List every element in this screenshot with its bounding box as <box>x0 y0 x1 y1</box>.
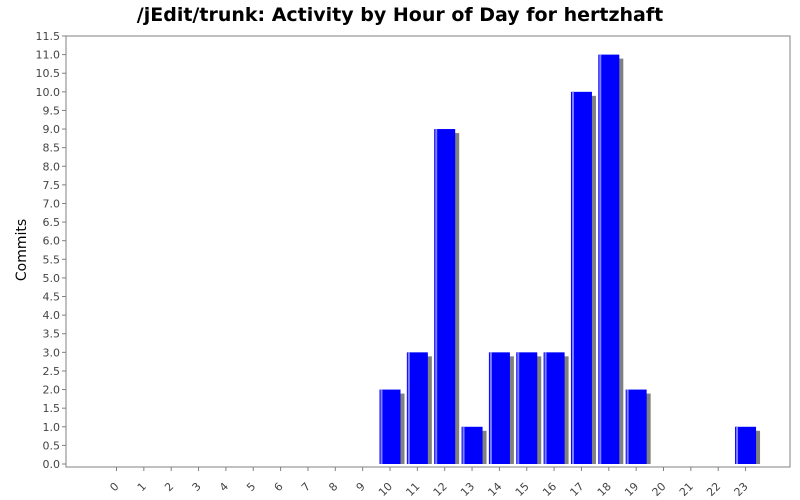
y-tick-label: 9.5 <box>43 104 61 117</box>
y-tick-label: 3.5 <box>43 328 61 341</box>
x-tick-label: 12 <box>431 480 450 499</box>
x-tick-label: 20 <box>650 480 669 499</box>
x-tick-label: 4 <box>217 480 231 494</box>
x-tick-label: 11 <box>403 480 422 499</box>
bar-series <box>379 54 761 465</box>
x-tick-label: 18 <box>595 480 614 499</box>
y-tick-label: 10.0 <box>36 86 61 99</box>
bar-highlight <box>489 352 492 464</box>
bar-highlight <box>380 389 383 464</box>
y-tick-label: 4.0 <box>43 309 61 322</box>
x-tick-label: 0 <box>107 480 121 494</box>
x-tick-label: 15 <box>513 480 532 499</box>
y-tick-label: 5.0 <box>43 272 61 285</box>
y-axis-label: Commits <box>14 219 30 281</box>
chart-title: /jEdit/trunk: Activity by Hour of Day fo… <box>136 4 664 26</box>
x-tick-label: 6 <box>272 480 286 494</box>
bar-hour-16 <box>543 352 565 464</box>
bar-highlight <box>462 426 465 464</box>
bar-highlight <box>736 426 739 464</box>
bar-hour-18 <box>598 54 620 464</box>
x-tick-label: 7 <box>299 480 313 494</box>
x-tick-label: 23 <box>732 480 751 499</box>
x-tick-label: 17 <box>567 480 586 499</box>
x-tick-label: 14 <box>485 480 504 499</box>
bar-highlight <box>571 91 574 465</box>
y-tick-label: 11.5 <box>36 30 61 43</box>
bar-highlight <box>407 352 410 464</box>
y-axis: 0.0 0.5 1.0 1.5 2.0 2.5 3.0 3.5 4.0 4.5 5.0 5.5 6.0 6… <box>36 30 66 471</box>
bar-highlight <box>599 54 602 464</box>
bar-hour-14 <box>488 352 510 464</box>
x-tick-label: 21 <box>677 480 696 499</box>
y-tick-label: 8.0 <box>43 160 61 173</box>
y-tick-label: 0.5 <box>43 439 61 452</box>
y-tick-label: 3.0 <box>43 346 61 359</box>
y-tick-label: 7.0 <box>43 197 61 210</box>
y-tick-label: 0.0 <box>43 458 61 471</box>
bar-hour-15 <box>516 352 538 464</box>
x-axis: 0 1 2 3 4 5 6 7 8 9 10 11 12 13 14 15 16 17 18 19 20 21 22 23 <box>107 467 751 499</box>
y-tick-label: 8.5 <box>43 142 61 155</box>
x-tick-label: 1 <box>135 480 149 494</box>
x-tick-label: 2 <box>162 480 176 494</box>
y-tick-label: 1.5 <box>43 402 61 415</box>
y-tick-label: 6.0 <box>43 235 61 248</box>
y-tick-label: 6.5 <box>43 216 61 229</box>
y-tick-label: 2.0 <box>43 384 61 397</box>
bar-hour-17 <box>570 91 592 465</box>
y-tick-label: 7.5 <box>43 179 61 192</box>
x-tick-label: 3 <box>190 480 204 494</box>
bar-highlight <box>544 352 547 464</box>
x-tick-label: 5 <box>244 480 258 494</box>
y-tick-label: 11.0 <box>36 49 61 62</box>
bar-highlight <box>435 129 438 465</box>
x-tick-label: 16 <box>540 480 559 499</box>
y-tick-label: 2.5 <box>43 365 61 378</box>
y-tick-label: 1.0 <box>43 421 61 434</box>
bar-hour-11 <box>406 352 428 464</box>
x-tick-label: 19 <box>622 480 641 499</box>
y-tick-label: 10.5 <box>36 67 61 80</box>
x-tick-label: 8 <box>326 480 340 494</box>
x-tick-label: 10 <box>376 480 395 499</box>
bar-hour-12 <box>434 129 456 465</box>
y-tick-label: 9.0 <box>43 123 61 136</box>
bar-hour-19 <box>625 389 647 464</box>
bar-hour-13 <box>461 426 483 464</box>
bar-hour-10 <box>379 389 401 464</box>
bar-highlight <box>626 389 629 464</box>
y-tick-label: 4.5 <box>43 291 61 304</box>
bar-hour-23 <box>735 426 757 464</box>
bar-highlight <box>517 352 520 464</box>
x-tick-label: 13 <box>458 480 477 499</box>
y-tick-label: 5.5 <box>43 253 61 266</box>
x-tick-label: 9 <box>354 480 368 494</box>
x-tick-label: 22 <box>704 480 723 499</box>
